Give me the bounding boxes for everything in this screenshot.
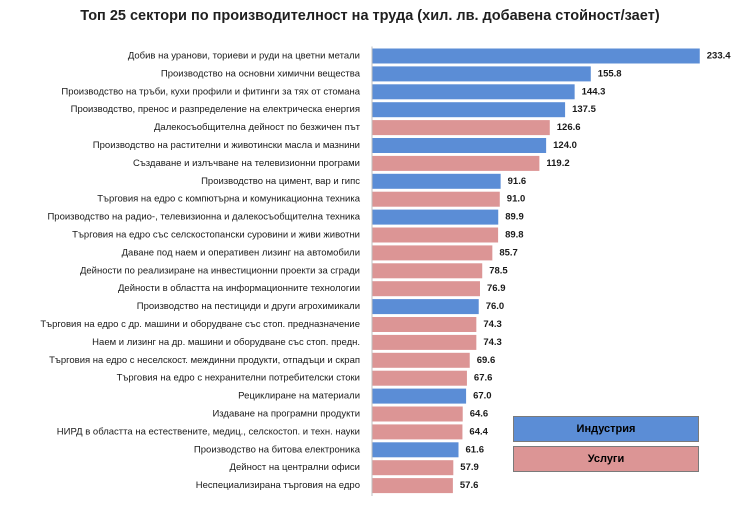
bar-13 (372, 263, 483, 279)
value-label-22: 64.4 (469, 426, 488, 437)
category-label-4: Производство, пренос и разпределение на … (71, 104, 360, 115)
value-label-7: 119.2 (546, 158, 569, 169)
category-label-13: Дейности по реализиране на инвестиционни… (80, 265, 360, 276)
bars-layer: Добив на уранови, ториеви и руди на цвет… (40, 46, 731, 496)
legend-label-industry: Индустрия (576, 423, 636, 435)
category-label-9: Търговия на едро с компютърна и комуника… (97, 194, 360, 205)
category-label-6: Производство на растителни и животински … (93, 140, 360, 151)
category-label-3: Производство на тръби, кухи профили и фи… (61, 86, 360, 97)
value-label-14: 76.9 (487, 283, 506, 294)
bar-9 (372, 191, 500, 207)
value-label-10: 89.9 (505, 212, 524, 223)
category-label-18: Търговия на едро с неселскост. междинни … (49, 355, 360, 366)
bar-15 (372, 299, 479, 315)
bar-3 (372, 84, 575, 100)
category-label-15: Производство на пестициди и други агрохи… (137, 301, 360, 312)
bar-23 (372, 442, 459, 458)
value-label-19: 67.6 (474, 373, 493, 384)
category-label-14: Дейности в областта на информационните т… (118, 283, 360, 294)
value-label-4: 137.5 (572, 104, 596, 115)
value-label-24: 57.9 (460, 462, 479, 473)
bar-10 (372, 209, 499, 225)
legend-label-services: Услуги (587, 453, 625, 465)
chart-title: Топ 25 сектори по производителност на тр… (80, 8, 660, 24)
bar-17 (372, 334, 477, 350)
bar-1 (372, 48, 700, 64)
bar-16 (372, 317, 477, 332)
value-label-21: 64.6 (470, 409, 489, 420)
value-label-25: 57.6 (460, 480, 479, 491)
category-label-22: НИРД в областта на естествените, медиц.,… (57, 426, 360, 437)
value-label-8: 91.6 (508, 176, 526, 187)
bar-2 (372, 66, 591, 82)
category-label-10: Производство на радио-, телевизионна и д… (47, 212, 360, 223)
bar-12 (372, 245, 493, 261)
bar-24 (372, 460, 454, 476)
value-label-11: 89.8 (505, 230, 524, 241)
bar-6 (372, 138, 547, 153)
bar-21 (372, 406, 463, 422)
bar-19 (372, 370, 467, 386)
category-label-25: Неспециализирана търговия на едро (196, 480, 360, 491)
value-label-6: 124.0 (553, 140, 577, 151)
bar-4 (372, 102, 566, 118)
value-label-2: 155.8 (598, 68, 622, 79)
category-label-11: Търговия на едро със селскостопански сур… (72, 230, 360, 241)
value-label-12: 85.7 (499, 247, 518, 258)
category-label-16: Търговия на едро с др. машини и оборудва… (40, 319, 360, 330)
value-label-13: 78.5 (489, 265, 508, 276)
category-label-21: Издаване на програмни продукти (212, 409, 360, 420)
category-label-5: Далекосъобщителна дейност по безжичен пъ… (154, 122, 361, 133)
bar-14 (372, 281, 480, 297)
bar-18 (372, 352, 470, 368)
bar-20 (372, 388, 467, 404)
category-label-24: Дейност на централни офиси (230, 462, 360, 473)
value-label-9: 91.0 (507, 194, 526, 205)
category-label-20: Рециклиране на материали (238, 391, 360, 402)
category-label-12: Даване под наем и оперативен лизинг на а… (122, 247, 360, 258)
bar-11 (372, 227, 499, 243)
value-label-16: 74.3 (483, 319, 502, 330)
bar-8 (372, 173, 501, 189)
value-label-23: 61.6 (466, 444, 485, 455)
value-label-3: 144.3 (582, 86, 606, 97)
legend-item-services: Услуги (513, 446, 699, 472)
category-label-7: Създаване и излъчване на телевизионни пр… (133, 158, 360, 169)
bar-22 (372, 424, 463, 440)
category-label-1: Добив на уранови, ториеви и руди на цвет… (128, 51, 360, 62)
value-label-17: 74.3 (483, 337, 502, 348)
category-label-8: Производство на цимент, вар и гипс (201, 176, 360, 187)
bar-7 (372, 155, 540, 171)
bar-25 (372, 478, 453, 494)
value-label-18: 69.6 (477, 355, 496, 366)
category-label-2: Производство на основни химични вещества (161, 68, 361, 79)
value-label-1: 233.4 (707, 51, 731, 62)
legend-item-industry: Индустрия (513, 416, 699, 442)
value-label-15: 76.0 (486, 301, 505, 312)
bar-5 (372, 120, 550, 136)
value-label-20: 67.0 (473, 391, 492, 402)
value-label-5: 126.6 (557, 122, 581, 133)
category-label-23: Производство на битова електроника (194, 444, 361, 455)
category-label-19: Търговия на едро с нехранителни потребит… (117, 373, 360, 384)
category-label-17: Наем и лизинг на др. машини и оборудване… (92, 337, 360, 348)
